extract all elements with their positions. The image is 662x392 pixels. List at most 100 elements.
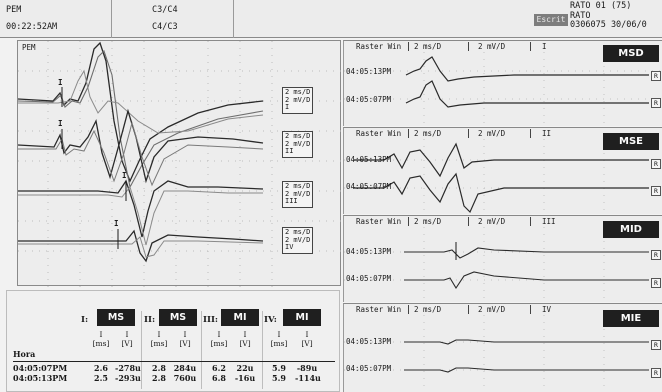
trace-ch1-b [18, 49, 264, 189]
raster-3-window: Raster Win [356, 217, 402, 226]
row-1-cell: 284u [173, 363, 197, 373]
raster-4-window: Raster Win [356, 305, 402, 314]
raster-2-channel: II [542, 129, 552, 138]
raster-3-trace-b [404, 271, 649, 290]
row-1-cell: 2.8 [152, 363, 166, 373]
pem-overlay-panel[interactable]: PEM I I I I 2 ms/D 2 mV/D I 2 ms/D 2 mV/… [17, 40, 342, 287]
raster-4-time-1: 04:05:13PM [346, 337, 392, 346]
raster-3-r-button-1[interactable]: R [651, 250, 661, 260]
montage-cell: C3/C4 C4/C3 [112, 0, 234, 38]
trace-ch3-b [18, 185, 263, 246]
raster-1-window: Raster Win [356, 42, 402, 51]
channel-scale-box-3[interactable]: 2 ms/D 2 mV/D III [282, 181, 314, 208]
col-head-3: I [ms] [150, 330, 168, 348]
raster-panel-2[interactable]: Raster Win 2 ms/D 2 mV/D II MSE 04:05:13… [343, 127, 662, 215]
raster-2-r-button-2[interactable]: R [651, 186, 661, 196]
raster-4-time-scale: 2 ms/D [414, 305, 442, 314]
ch2-name: II [285, 147, 294, 155]
hora-label: Hora [13, 349, 36, 359]
row-2-cell: -293u [115, 373, 141, 383]
results-table: I: MS II: MS III: MI IV: MI I [ms] I [V] I… [6, 290, 340, 392]
raster-4-r-button-2[interactable]: R [651, 368, 661, 378]
group-2-tag: MS [159, 309, 197, 326]
col-head-1: I [ms] [92, 330, 110, 348]
trace-ch4-a [18, 229, 264, 263]
row-2-cell: 760u [173, 373, 197, 383]
group-1-label: I: [81, 315, 89, 325]
raster-3-time-scale: 2 ms/D [414, 217, 442, 226]
trace-ch3-a [18, 179, 264, 238]
subject-line-2: RATO [570, 10, 591, 21]
col-head-4: I [V] [179, 330, 191, 348]
ch1-time-scale: 2 ms/D [285, 88, 311, 96]
ch4-time-scale: 2 ms/D [285, 228, 311, 236]
app-info-cell: PEM 00:22:52AM [0, 0, 112, 38]
raster-1-r-button-2[interactable]: R [651, 98, 661, 108]
raster-2-tag: MSE [603, 133, 659, 150]
raster-2-time-1: 04:05:13PM [346, 155, 392, 164]
raster-1-channel: I [542, 42, 547, 51]
channel-scale-box-2[interactable]: 2 ms/D 2 mV/D II [282, 131, 314, 158]
overlay-waveforms [18, 41, 342, 287]
group-4-tag: MI [283, 309, 321, 326]
raster-4-trace-a [404, 339, 649, 345]
marker-ch2: I [58, 119, 63, 128]
row-1-cell: 2.6 [94, 363, 108, 373]
row-1-time: 04:05:07PM [13, 363, 68, 373]
montage-top: C3/C4 [152, 5, 178, 15]
ch2-volt-scale: 2 mV/D [285, 139, 311, 148]
raster-4-r-button-1[interactable]: R [651, 340, 661, 350]
raster-3-waveforms [344, 227, 662, 303]
montage-bottom: C4/C3 [152, 22, 178, 32]
raster-4-channel: IV [542, 305, 552, 314]
raster-1-r-button-1[interactable]: R [651, 71, 661, 81]
ch4-volt-scale: 2 mV/D [285, 235, 311, 244]
raster-2-volt-scale: 2 mV/D [478, 129, 506, 138]
col-head-5: I [ms] [210, 330, 228, 348]
row-2-time: 04:05:13PM [13, 373, 68, 383]
raster-3-time-1: 04:05:13PM [346, 247, 392, 256]
header-blank-cell [234, 0, 534, 38]
subject-line-1: RATO 01 (75) [570, 1, 632, 11]
row-1-cell: 6.2 [212, 363, 226, 373]
ch3-name: III [285, 197, 298, 205]
raster-2-window: Raster Win [356, 129, 402, 138]
trace-ch2-a [18, 108, 264, 184]
col-head-7: I [ms] [270, 330, 288, 348]
row-1-cell: 22u [236, 363, 254, 373]
raster-3-tag: MID [603, 221, 659, 238]
channel-scale-box-1[interactable]: 2 ms/D 2 mV/D I [282, 87, 314, 114]
raster-panel-4[interactable]: Raster Win 2 ms/D 2 mV/D IV MIE 04:05:13… [343, 303, 662, 392]
group-4-label: IV: [264, 315, 277, 325]
channel-scale-box-4[interactable]: 2 ms/D 2 mV/D IV [282, 227, 314, 254]
group-2-label: II: [144, 315, 156, 325]
raster-4-volt-scale: 2 mV/D [478, 305, 506, 314]
row-1-cell: -278u [115, 363, 141, 373]
group-1-tag: MS [97, 309, 135, 326]
row-1-cell: -89u [296, 363, 318, 373]
raster-1-waveforms [344, 52, 662, 127]
col-head-2: I [V] [121, 330, 133, 348]
raster-1-trace-a [405, 56, 649, 82]
raster-3-r-button-2[interactable]: R [651, 278, 661, 288]
raster-3-time-2: 04:05:07PM [346, 274, 392, 283]
status-badge[interactable]: Escrit [534, 14, 568, 26]
ch2-time-scale: 2 ms/D [285, 132, 311, 140]
raster-3-volt-scale: 2 mV/D [478, 217, 506, 226]
trace-ch4-b [18, 236, 264, 258]
ch3-time-scale: 2 ms/D [285, 182, 311, 190]
raster-1-volt-scale: 2 mV/D [478, 42, 506, 51]
raster-1-trace-b [405, 80, 649, 108]
ch1-volt-scale: 2 mV/D [285, 95, 311, 104]
raster-2-waveforms [344, 139, 662, 215]
raster-2-r-button-1[interactable]: R [651, 159, 661, 169]
raster-panel-1[interactable]: Raster Win 2 ms/D 2 mV/D I MSD 04:05:13P… [343, 40, 662, 127]
table-row: 04:05:07PM 2.6 -278u 2.8 284u 6.2 22u 5.… [13, 363, 335, 373]
raster-panel-3[interactable]: Raster Win 2 ms/D 2 mV/D III MID 04:05:1… [343, 215, 662, 303]
raster-3-channel: III [542, 217, 556, 226]
row-2-cell: -114u [295, 373, 321, 383]
raster-1-time-1: 04:05:13PM [346, 67, 392, 76]
raster-2-trace-a [354, 142, 649, 178]
top-header: PEM 00:22:52AM C3/C4 C4/C3 Escrit RATO 0… [0, 0, 662, 38]
ch3-volt-scale: 2 mV/D [285, 189, 311, 198]
